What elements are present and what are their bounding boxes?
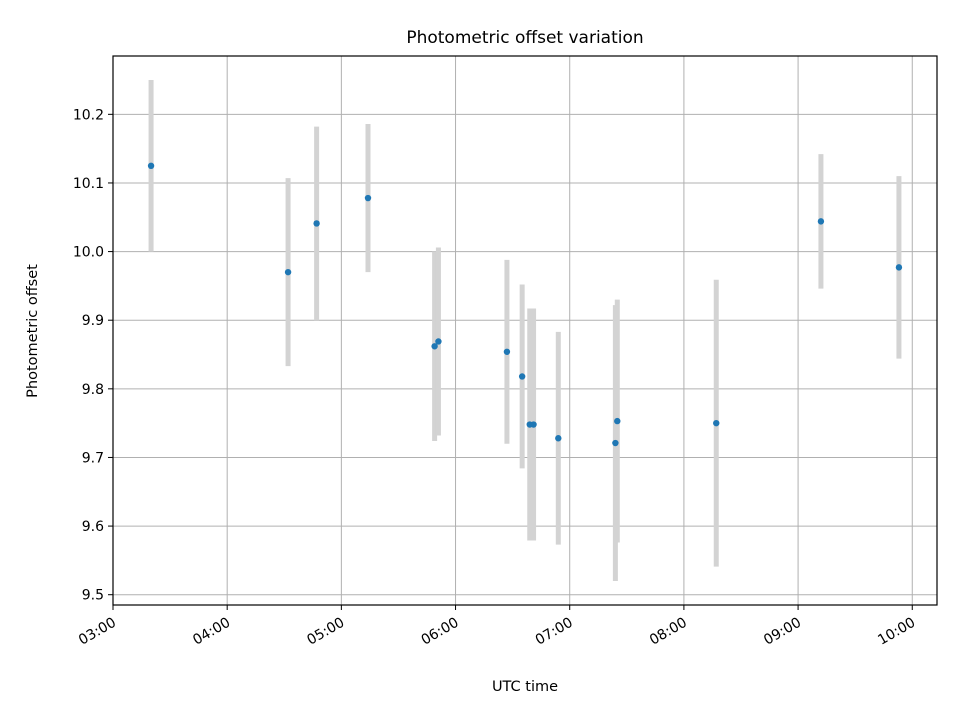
data-point (147, 162, 155, 169)
x-axis-ticks: 03:00 04:00 05:00 06:00 07:00 08:00 09:00 10:00 (76, 605, 918, 649)
y-tick-label: 10.2 (73, 107, 104, 123)
data-points (147, 162, 903, 447)
y-tick-label: 9.5 (82, 588, 104, 604)
data-point (431, 343, 438, 350)
x-tick-label: 05:00 (304, 615, 347, 649)
data-point (555, 435, 562, 442)
x-tick-label: 06:00 (419, 615, 462, 649)
x-tick-label: 04:00 (190, 615, 233, 649)
data-point (614, 417, 621, 425)
y-axis-ticks: 9.5 9.6 9.7 9.8 9.9 10.0 10.1 10.2 (73, 107, 113, 604)
y-tick-label: 10.0 (73, 245, 104, 261)
x-axis-label: UTC time (492, 679, 558, 695)
x-tick-label: 07:00 (533, 615, 576, 649)
data-point (713, 419, 720, 427)
data-point (284, 268, 292, 276)
plot-frame (112, 55, 938, 606)
y-tick-label: 10.1 (73, 176, 104, 192)
y-axis-label: Photometric offset (25, 264, 41, 398)
data-point (530, 421, 537, 428)
x-tick-label: 03:00 (76, 615, 119, 649)
data-point (503, 348, 511, 355)
y-tick-label: 9.9 (82, 313, 104, 329)
chart-title: Photometric offset variation (406, 28, 643, 48)
y-tick-label: 9.8 (82, 382, 104, 398)
errorbars (148, 80, 902, 581)
data-point (895, 264, 903, 271)
grid (112, 56, 937, 605)
x-tick-label: 09:00 (761, 615, 804, 649)
data-point (518, 373, 526, 380)
y-tick-label: 9.6 (82, 519, 104, 535)
data-point (435, 338, 442, 345)
x-tick-label: 10:00 (875, 615, 918, 649)
x-tick-label: 08:00 (647, 615, 690, 649)
y-tick-label: 9.7 (82, 450, 104, 466)
data-point (364, 194, 372, 202)
data-point (817, 218, 825, 225)
data-point (313, 220, 320, 227)
data-point (612, 439, 619, 447)
